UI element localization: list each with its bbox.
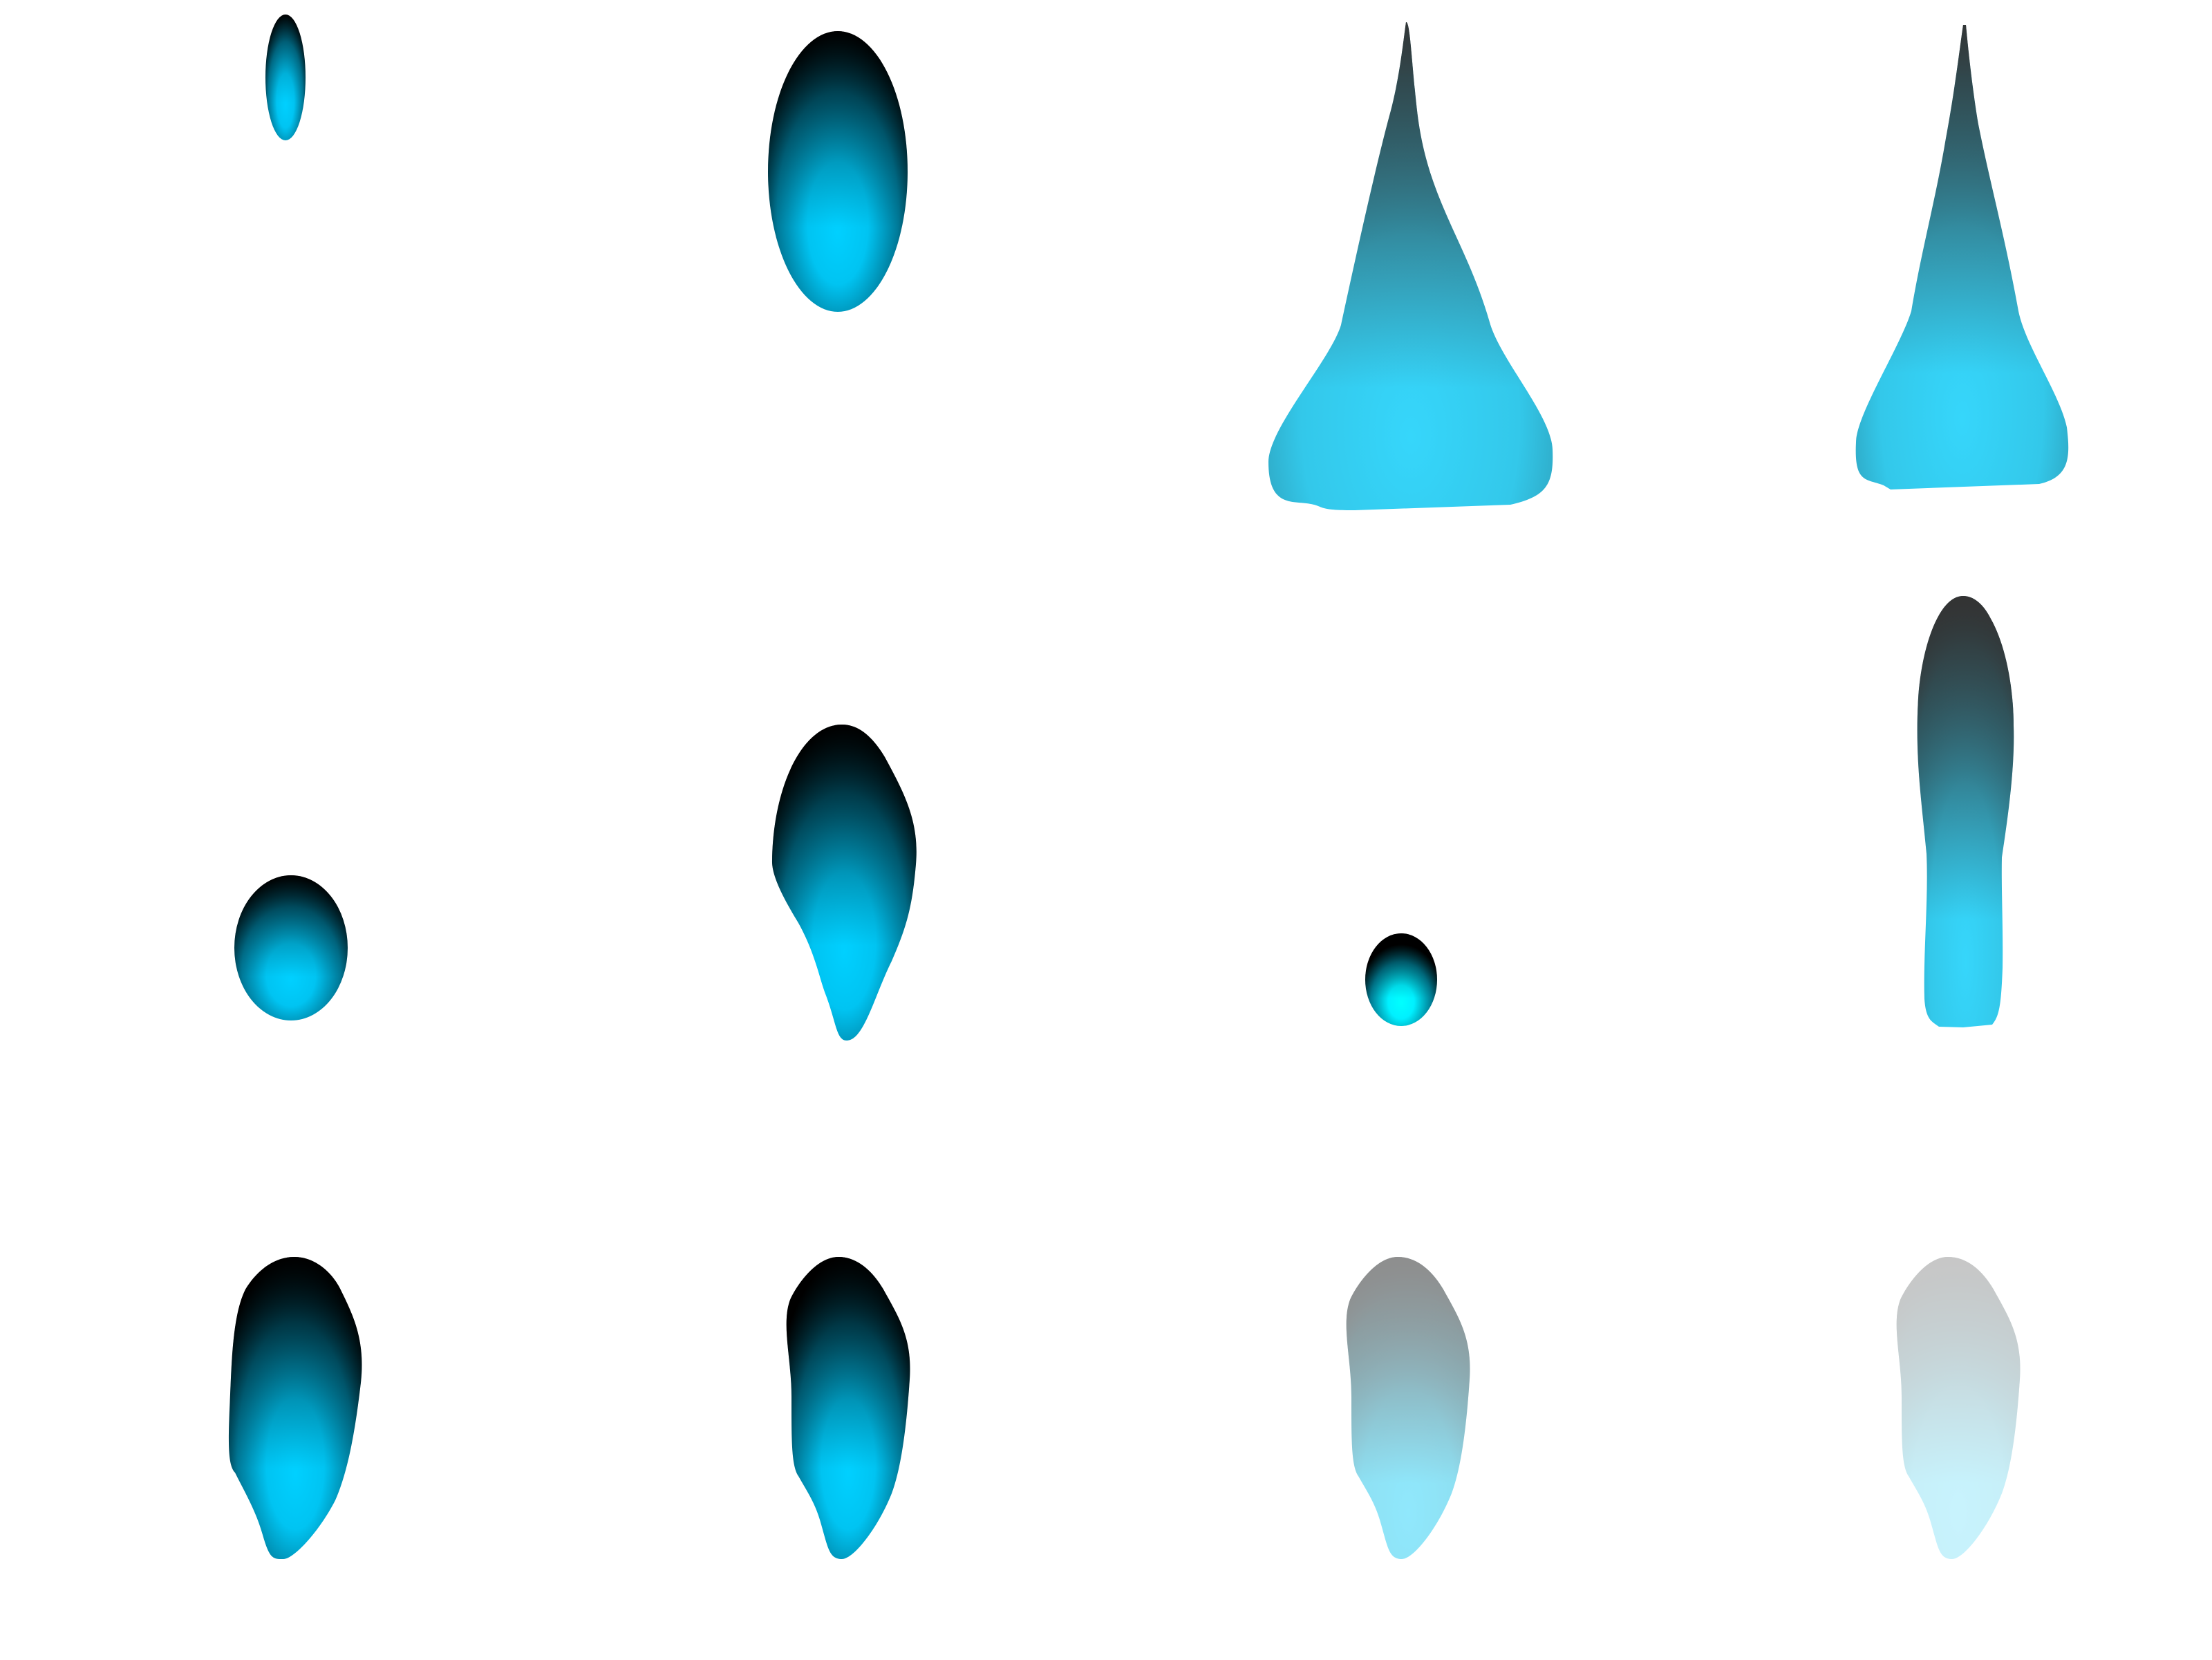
small-ellipse	[265, 15, 306, 140]
blob-2	[786, 1257, 910, 1559]
blob-3-faded	[1346, 1257, 1470, 1559]
blob-4-faded	[1896, 1257, 2021, 1559]
narrow-cone	[1855, 25, 2069, 489]
tall-capsule	[1917, 596, 2014, 1027]
droplet-with-tail	[771, 725, 917, 1041]
round-ellipse	[234, 875, 348, 1020]
wide-cone	[1268, 21, 1553, 510]
tiny-ellipse-bright	[1365, 933, 1437, 1026]
large-ellipse	[768, 31, 908, 312]
blob-1	[228, 1257, 362, 1559]
